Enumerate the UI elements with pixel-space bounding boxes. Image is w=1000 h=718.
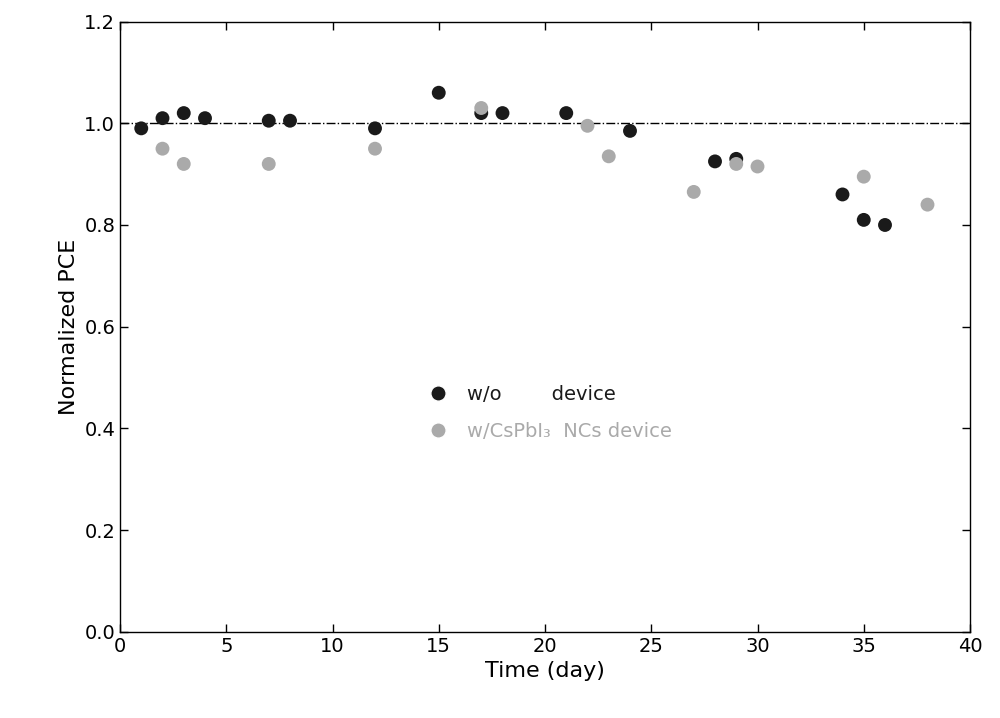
Point <box>686 186 702 197</box>
Point <box>558 107 574 118</box>
Point <box>367 143 383 154</box>
Point <box>282 115 298 126</box>
Y-axis label: Normalized PCE: Normalized PCE <box>59 238 79 415</box>
Point <box>750 161 766 172</box>
Point <box>176 107 192 118</box>
Point <box>856 171 872 182</box>
Point <box>261 158 277 169</box>
Legend: w/o        device, w/CsPbI₃  NCs device: w/o device, w/CsPbI₃ NCs device <box>418 386 672 441</box>
X-axis label: Time (day): Time (day) <box>485 661 605 681</box>
Point <box>176 158 192 169</box>
Point <box>920 199 936 210</box>
Point <box>431 87 447 98</box>
Point <box>133 123 149 134</box>
Point <box>154 143 170 154</box>
Point <box>580 120 596 131</box>
Point <box>154 113 170 124</box>
Point <box>473 107 489 118</box>
Point <box>622 125 638 136</box>
Point <box>834 189 850 200</box>
Point <box>707 156 723 167</box>
Point <box>495 107 511 118</box>
Point <box>856 214 872 225</box>
Point <box>728 158 744 169</box>
Point <box>261 115 277 126</box>
Point <box>197 113 213 124</box>
Point <box>601 151 617 162</box>
Point <box>877 219 893 230</box>
Point <box>473 102 489 113</box>
Point <box>728 153 744 164</box>
Point <box>367 123 383 134</box>
